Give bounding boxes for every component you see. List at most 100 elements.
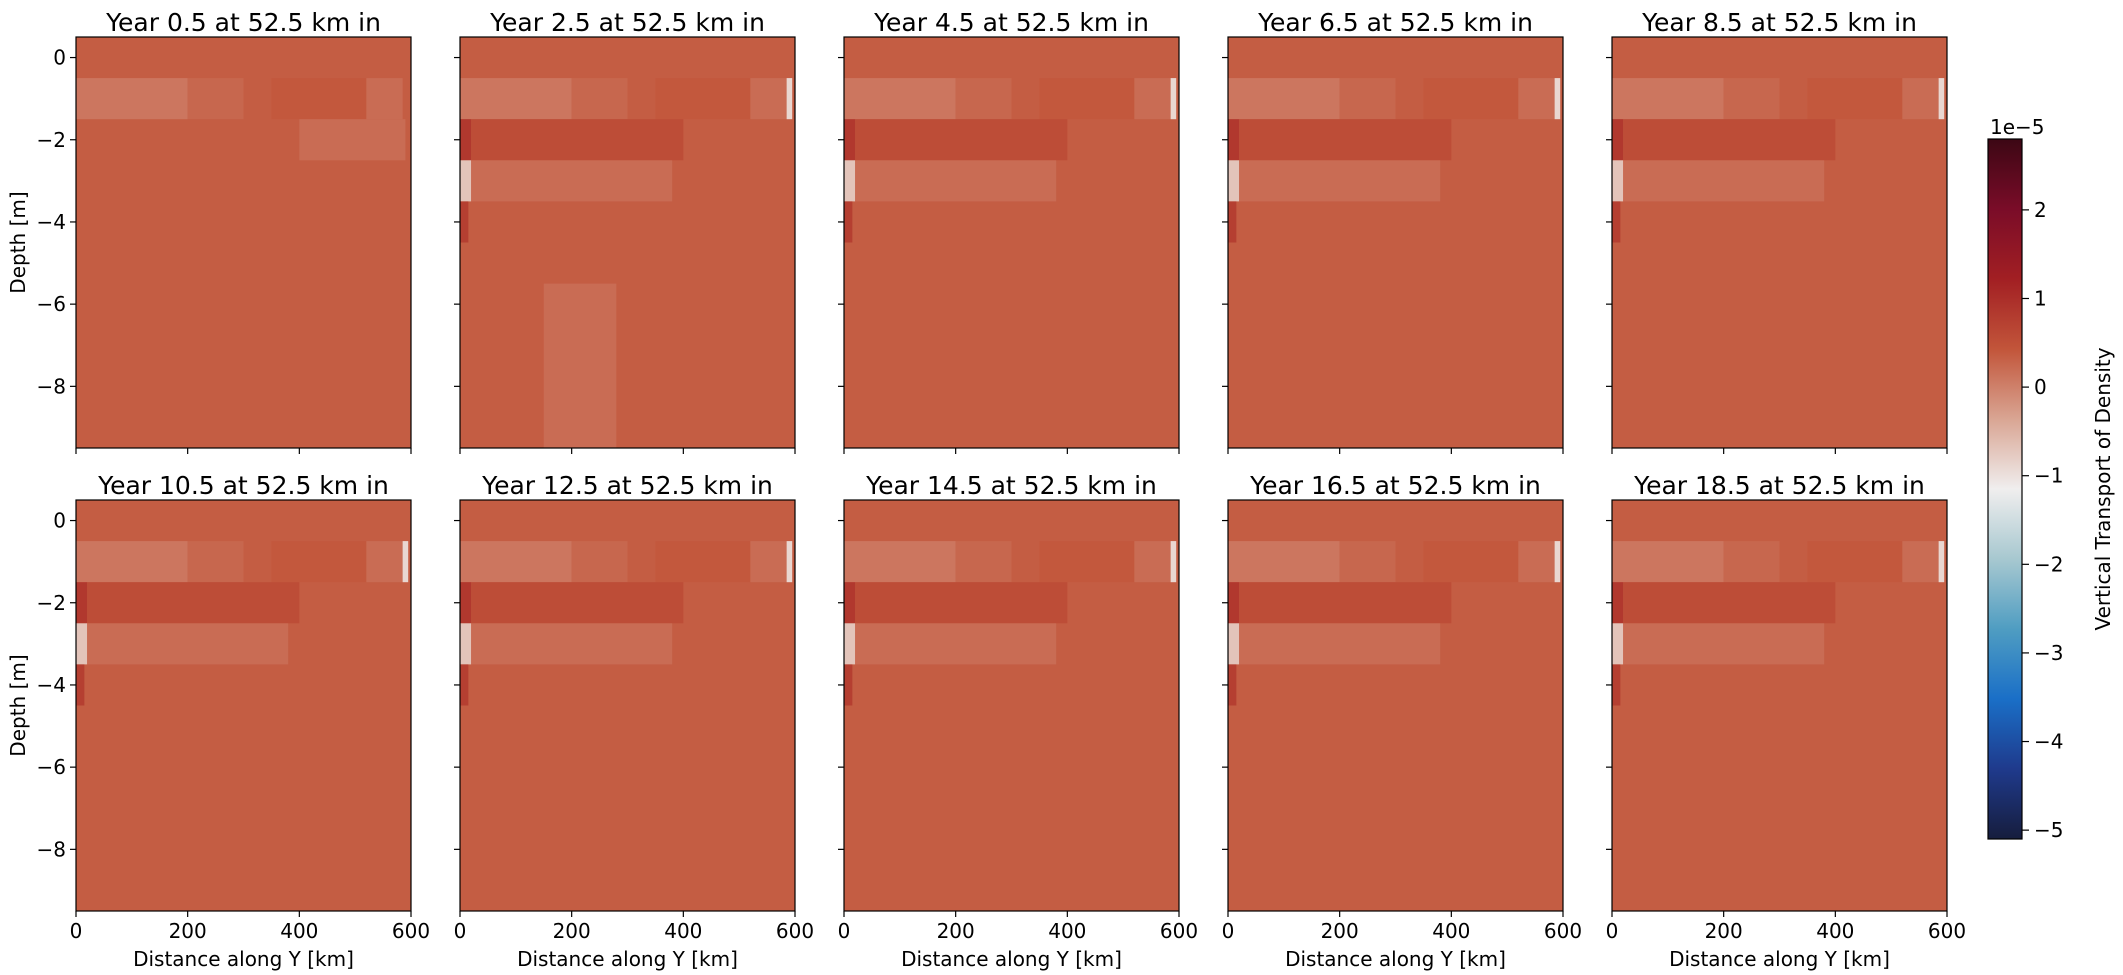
- axes-frame: [843, 36, 1180, 449]
- heatmap-band: [299, 119, 406, 161]
- heatmap-band: [1723, 78, 1780, 120]
- heatmap-band: [1228, 119, 1240, 161]
- heatmap-band: [271, 541, 367, 583]
- heatmap-band: [1518, 78, 1555, 120]
- x-tick-label: 0: [838, 919, 851, 943]
- heatmap-band: [1554, 78, 1561, 120]
- panel-title: Year 8.5 at 52.5 km in: [1641, 8, 1917, 37]
- heatmap-band: [1228, 201, 1237, 243]
- heatmap-band: [471, 160, 673, 202]
- heatmap-band: [655, 78, 751, 120]
- heatmap-band: [543, 283, 617, 448]
- heatmap-band: [460, 78, 572, 120]
- heatmap-band: [76, 582, 88, 624]
- colorbar-tick-label: −4: [2034, 730, 2063, 754]
- panel-1: Year 0.5 at 52.5 km in 0 −2 −4 −6 −8 Depth [m]: [6, 8, 412, 454]
- heatmap-band: [1612, 78, 1724, 120]
- heatmap-band: [1612, 582, 1624, 624]
- heatmap-band: [844, 623, 856, 665]
- panel-9: Year 16.5 at 52.5 km in 0 200 400 600 Distanc…: [1222, 471, 1582, 971]
- heatmap-band: [1134, 541, 1171, 583]
- x-tick-label: 600: [776, 919, 814, 943]
- panel-4: Year 6.5 at 52.5 km in: [1222, 8, 1564, 454]
- x-tick-label: 0: [70, 919, 83, 943]
- heatmap-band: [1228, 541, 1340, 583]
- heatmap-band: [1902, 541, 1939, 583]
- heatmap-band: [844, 160, 856, 202]
- heatmap-band: [1723, 541, 1780, 583]
- y-axis-label: Depth [m]: [6, 191, 30, 293]
- heatmap-band: [955, 78, 1012, 120]
- panel-title: Year 16.5 at 52.5 km in: [1249, 471, 1541, 500]
- colorbar-ticks: 2 1 0 −1 −2 −3 −4 −5: [2022, 198, 2063, 842]
- y-tick-label: 0: [53, 46, 66, 70]
- panel-title: Year 6.5 at 52.5 km in: [1257, 8, 1533, 37]
- heatmap-band: [1938, 78, 1945, 120]
- colorbar-tick-label: 2: [2034, 198, 2047, 222]
- heatmap-band: [1612, 201, 1621, 243]
- heatmap-band: [1039, 78, 1135, 120]
- heatmap-band: [1134, 78, 1171, 120]
- heatmap-band: [1339, 541, 1396, 583]
- heatmap-band: [366, 78, 403, 120]
- x-tick-label: 600: [1544, 919, 1582, 943]
- heatmap-band: [366, 541, 403, 583]
- colorbar-tick-label: −2: [2034, 552, 2063, 576]
- heatmap-band: [1228, 664, 1237, 706]
- y-tick-label: −8: [37, 374, 66, 398]
- x-tick-label: 400: [280, 919, 318, 943]
- x-axis-label: Distance along Y [km]: [901, 947, 1122, 971]
- panel-title: Year 18.5 at 52.5 km in: [1633, 471, 1925, 500]
- heatmap-band: [1623, 582, 1836, 624]
- colorbar-label: Vertical Transport of Density: [2091, 347, 2115, 630]
- heatmap-band: [855, 623, 1057, 665]
- panel-6: Year 10.5 at 52.5 km in 0 200 400 600 0 −2 −4 −6…: [6, 471, 430, 971]
- heatmap-band: [1554, 541, 1561, 583]
- x-tick-label: 0: [1606, 919, 1619, 943]
- axes-frame: [459, 36, 796, 449]
- panel-title: Year 12.5 at 52.5 km in: [481, 471, 773, 500]
- heatmap-band: [844, 78, 956, 120]
- x-tick-label: 0: [454, 919, 467, 943]
- heatmap-band: [1239, 160, 1441, 202]
- colorbar-tick-label: −3: [2034, 641, 2063, 665]
- x-axis-label: Distance along Y [km]: [1285, 947, 1506, 971]
- colorbar-exponent: 1e−5: [1990, 115, 2045, 139]
- panels: Year 0.5 at 52.5 km in 0 −2 −4 −6 −8 Depth [m]…: [6, 8, 1966, 971]
- colorbar-tick-label: 1: [2034, 286, 2047, 310]
- panel-title: Year 10.5 at 52.5 km in: [97, 471, 389, 500]
- panel-title: Year 4.5 at 52.5 km in: [873, 8, 1149, 37]
- y-tick-label: −2: [37, 128, 66, 152]
- heatmap-band: [1807, 541, 1903, 583]
- heatmap-band: [844, 201, 853, 243]
- panel-3: Year 4.5 at 52.5 km in: [838, 8, 1180, 454]
- x-tick-label: 600: [1160, 919, 1198, 943]
- axes-frame: [1227, 499, 1564, 912]
- heatmap-band: [1228, 78, 1340, 120]
- heatmap-band: [571, 78, 628, 120]
- x-axis-label: Distance along Y [km]: [133, 947, 354, 971]
- colorbar-tick-label: −5: [2034, 818, 2063, 842]
- x-tick-label: 200: [1321, 919, 1359, 943]
- heatmap-band: [460, 160, 472, 202]
- heatmap-band: [1339, 78, 1396, 120]
- heatmap-band: [844, 582, 856, 624]
- heatmap-band: [76, 623, 88, 665]
- heatmap-band: [1423, 541, 1519, 583]
- heatmap-band: [76, 664, 85, 706]
- axes-frame: [843, 499, 1180, 912]
- heatmap-band: [786, 78, 793, 120]
- heatmap-band: [855, 160, 1057, 202]
- x-tick-label: 400: [1432, 919, 1470, 943]
- axes-frame: [459, 499, 796, 912]
- x-tick-label: 600: [392, 919, 430, 943]
- heatmap-band: [187, 78, 244, 120]
- heatmap-band: [187, 541, 244, 583]
- heatmap-band: [1612, 623, 1624, 665]
- heatmap-band: [471, 623, 673, 665]
- y-tick-label: −6: [37, 292, 66, 316]
- heatmap-band: [750, 541, 787, 583]
- heatmap-band: [402, 541, 409, 583]
- y-tick-label: −2: [37, 591, 66, 615]
